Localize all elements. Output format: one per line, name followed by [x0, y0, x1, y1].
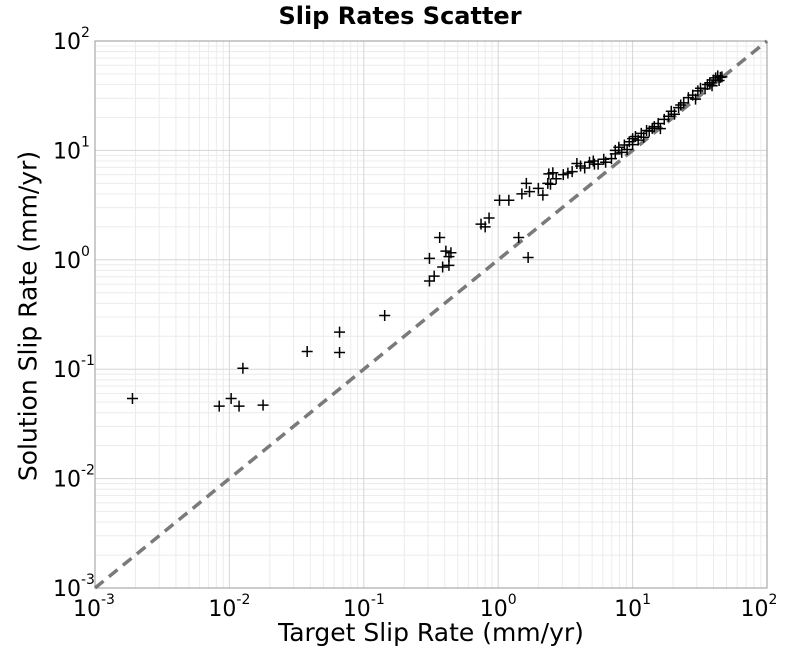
- plot-area-frame: [94, 40, 768, 589]
- data-point: [616, 146, 628, 158]
- data-point: [557, 169, 569, 181]
- data-points: [126, 70, 728, 412]
- y-axis-label: Solution Slip Rate (mm/yr): [13, 150, 43, 482]
- data-point: [213, 400, 225, 412]
- data-point: [652, 118, 664, 130]
- data-point: [445, 247, 457, 259]
- data-point: [513, 231, 525, 243]
- data-point: [550, 173, 562, 185]
- data-point: [522, 251, 534, 263]
- minor-gridlines: [95, 41, 767, 588]
- x-tick-label: 101: [614, 592, 651, 622]
- data-point: [673, 102, 685, 114]
- data-point: [613, 141, 625, 153]
- data-point: [627, 139, 639, 151]
- data-point: [233, 400, 245, 412]
- y-tick-label: 102: [53, 25, 90, 55]
- data-point: [437, 261, 449, 273]
- data-point: [379, 309, 391, 321]
- data-point: [638, 131, 650, 143]
- reference-line-group: [93, 39, 769, 590]
- data-point: [663, 110, 675, 122]
- data-point: [520, 177, 532, 189]
- x-tick-labels: 10-3 10-2 10-1 100 101 102: [73, 592, 777, 622]
- data-point: [483, 212, 495, 224]
- y-tick-labels: 10-3 10-2 10-1 100 101 102: [53, 25, 95, 602]
- data-point: [716, 71, 728, 83]
- y-tick-label: 10-1: [53, 353, 95, 383]
- data-point: [547, 167, 559, 179]
- data-point: [423, 275, 435, 287]
- data-point: [542, 177, 554, 189]
- data-point: [600, 156, 612, 168]
- data-point: [701, 79, 713, 91]
- data-point: [301, 346, 313, 358]
- data-point: [579, 162, 591, 174]
- data-point: [225, 392, 237, 404]
- data-point: [126, 392, 138, 404]
- data-point: [434, 231, 446, 243]
- data-point: [592, 158, 604, 170]
- data-point: [669, 108, 680, 120]
- data-point: [257, 399, 269, 411]
- data-point: [423, 252, 435, 264]
- data-point: [632, 134, 644, 146]
- data-point: [621, 143, 633, 155]
- data-point: [532, 182, 544, 194]
- data-point: [479, 221, 491, 233]
- x-axis-label: Target Slip Rate (mm/yr): [278, 618, 584, 647]
- y-tick-label: 10-3: [53, 572, 95, 602]
- x-tick-label: 100: [480, 592, 517, 622]
- data-point: [706, 80, 718, 92]
- data-point: [537, 189, 549, 201]
- data-point: [494, 194, 506, 206]
- data-point: [566, 166, 578, 178]
- data-point: [428, 270, 440, 282]
- data-point: [524, 186, 536, 198]
- data-point: [692, 85, 704, 97]
- identity-reference-line: [93, 39, 769, 590]
- y-tick-label: 101: [53, 134, 90, 164]
- x-tick-label: 10-3: [73, 592, 115, 622]
- data-point: [334, 326, 346, 338]
- data-point: [440, 245, 452, 257]
- data-point: [443, 259, 455, 271]
- x-tick-label: 10-1: [343, 592, 385, 622]
- data-point: [237, 362, 249, 374]
- data-point: [334, 347, 346, 359]
- x-tick-label: 10-2: [208, 592, 250, 622]
- data-point: [678, 97, 690, 109]
- data-point: [516, 188, 528, 200]
- data-point: [654, 123, 666, 135]
- chart-title: Slip Rates Scatter: [278, 2, 522, 30]
- y-tick-label: 100: [53, 244, 90, 274]
- data-point: [503, 194, 515, 206]
- data-point: [690, 93, 702, 105]
- data-point: [545, 178, 556, 190]
- y-tick-label: 10-2: [53, 463, 95, 493]
- x-tick-label: 102: [741, 592, 778, 622]
